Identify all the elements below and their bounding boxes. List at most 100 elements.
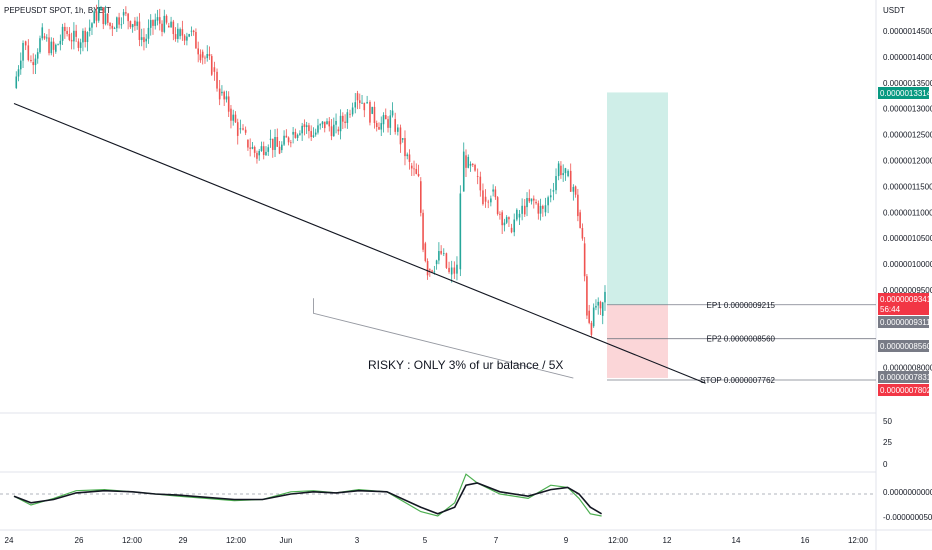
risk-note: RISKY : ONLY 3% of ur balance / 5X [368, 358, 563, 372]
candle-body [503, 222, 506, 226]
candle-body [271, 138, 274, 150]
candle-body [471, 163, 474, 165]
candle-body [528, 198, 531, 202]
candle-body [344, 121, 346, 123]
price-tag-bg [878, 371, 929, 383]
candle-body [122, 12, 125, 16]
candle-body [387, 119, 389, 128]
price-tag-bg [878, 293, 929, 315]
candle-body [476, 176, 479, 177]
candle-body [239, 128, 242, 130]
candle-body [424, 243, 427, 261]
candle-body [294, 131, 297, 138]
candles [15, 0, 606, 338]
candle-body [109, 22, 111, 27]
secondary-trendline [313, 298, 574, 379]
candle-body [442, 253, 445, 255]
candle-body [269, 138, 272, 140]
candle-body [251, 147, 254, 149]
candle-body [516, 209, 518, 220]
candle-body [521, 205, 523, 214]
candle-body [48, 37, 50, 54]
price-tick: 0.0000014000 [883, 53, 932, 62]
price-tag-label: 0.0000007802 [880, 386, 932, 395]
candle-body [170, 21, 172, 28]
candle-body [32, 62, 35, 66]
candle-body [221, 91, 223, 94]
candle-body [440, 251, 442, 254]
candle-body [161, 23, 163, 32]
osc-tick: 0.0000000000 [883, 488, 932, 497]
time-tick: 16 [801, 536, 810, 545]
candle-body [276, 137, 279, 147]
candle-body [433, 271, 436, 273]
candle-body [459, 193, 462, 270]
candle-body [330, 126, 333, 137]
candle-body [583, 243, 586, 277]
candle-body [351, 107, 354, 115]
candle-body [435, 260, 438, 265]
stop-zone[interactable] [607, 304, 668, 378]
candle-body [537, 203, 540, 214]
candle-body [479, 176, 482, 191]
candle-body [342, 115, 344, 122]
price-tick: 0.0000009500 [883, 286, 932, 295]
price-tick: 0.0000011500 [883, 182, 932, 191]
price-tag-timer: 56:44 [880, 305, 901, 314]
candle-body [93, 11, 96, 24]
osc-tick: 0 [883, 460, 888, 469]
candle-body [499, 213, 501, 215]
time-tick: 24 [5, 536, 14, 545]
candle-body [158, 17, 161, 24]
candle-body [36, 52, 39, 59]
candle-body [274, 137, 276, 150]
candle-body [127, 13, 129, 22]
candle-body [595, 305, 597, 308]
candle-body [303, 124, 306, 128]
candle-body [363, 102, 366, 111]
candle-body [349, 113, 351, 115]
candle-body [319, 124, 322, 126]
price-tick: 0.0000012500 [883, 131, 932, 140]
candle-body [346, 112, 349, 123]
level-label: STOP 0.0000007762 [700, 376, 775, 385]
candle-body [462, 151, 465, 192]
candle-body [59, 40, 62, 45]
candle-body [354, 102, 357, 108]
candle-body [552, 190, 555, 192]
candle-body [375, 122, 378, 128]
candle-body [465, 155, 467, 168]
trendlines[interactable] [13, 103, 706, 384]
candle-body [125, 12, 127, 14]
price-tick: 0.0000010500 [883, 234, 932, 243]
candle-body [310, 131, 312, 137]
candle-body [208, 54, 211, 57]
candle-body [165, 15, 168, 23]
price-tag-label: 0.0000008560 [880, 342, 932, 351]
candle-body [154, 19, 157, 26]
price-tag-label: 0.0000007831 [880, 373, 932, 382]
candle-body [474, 164, 476, 171]
candle-body [66, 31, 68, 34]
target-zone[interactable] [607, 92, 668, 305]
price-tick: 0.0000014500 [883, 27, 932, 36]
candle-body [569, 170, 572, 192]
candle-body [262, 146, 265, 156]
candle-body [244, 129, 247, 133]
candle-body [45, 37, 48, 39]
candle-body [456, 264, 458, 274]
candle-body [55, 44, 57, 52]
candle-body [100, 7, 102, 11]
candle-body [24, 41, 27, 46]
candle-body [82, 30, 84, 43]
candle-body [492, 189, 494, 192]
candle-body [177, 28, 179, 39]
candle-body [290, 142, 292, 144]
candle-body [61, 26, 64, 41]
candle-body [490, 198, 492, 203]
candle-body [19, 60, 22, 70]
price-axis[interactable]: 0.00000145000.00000140000.00000135000.00… [883, 27, 932, 373]
time-tick: 7 [494, 536, 499, 545]
time-axis[interactable]: 24 26 12:00 29 12:00 Jun 3 5 7 9 12:00 12 14 16 12:00 [5, 536, 869, 545]
